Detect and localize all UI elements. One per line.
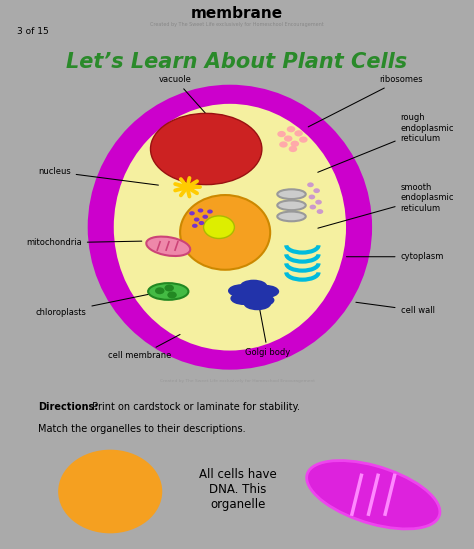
Text: chloroplasts: chloroplasts <box>36 294 151 317</box>
Circle shape <box>310 205 316 210</box>
Circle shape <box>164 284 174 292</box>
Circle shape <box>294 130 303 137</box>
Circle shape <box>198 209 203 212</box>
Text: cell wall: cell wall <box>356 302 435 315</box>
Ellipse shape <box>114 104 346 351</box>
Circle shape <box>155 287 164 294</box>
Circle shape <box>167 292 177 299</box>
Text: Created by The Sweet Life exclusively for Homeschool Encouragement: Created by The Sweet Life exclusively fo… <box>159 379 315 383</box>
Text: smooth
endoplasmic
reticulum: smooth endoplasmic reticulum <box>318 183 454 228</box>
Text: nucleus: nucleus <box>38 167 158 185</box>
Ellipse shape <box>247 294 274 307</box>
Circle shape <box>199 221 204 225</box>
Ellipse shape <box>151 114 262 184</box>
Text: mitochondria: mitochondria <box>26 238 142 248</box>
Circle shape <box>189 211 195 215</box>
Text: Match the organelles to their descriptions.: Match the organelles to their descriptio… <box>38 424 246 434</box>
Ellipse shape <box>277 211 306 221</box>
Ellipse shape <box>277 189 306 199</box>
Circle shape <box>309 194 315 199</box>
Text: Print on cardstock or laminate for stability.: Print on cardstock or laminate for stabi… <box>89 402 300 412</box>
Ellipse shape <box>240 279 267 293</box>
Circle shape <box>194 217 200 222</box>
Circle shape <box>307 182 314 187</box>
Text: cell membrane: cell membrane <box>108 334 180 360</box>
Ellipse shape <box>277 200 306 210</box>
Ellipse shape <box>203 216 234 238</box>
Circle shape <box>299 137 308 143</box>
Ellipse shape <box>244 297 271 310</box>
Circle shape <box>289 146 297 152</box>
Text: Created by The Sweet Life exclusively for Homeschool Encouragement: Created by The Sweet Life exclusively fo… <box>150 22 324 27</box>
Text: ribosomes: ribosomes <box>308 75 423 127</box>
Ellipse shape <box>252 285 279 298</box>
Circle shape <box>207 210 213 214</box>
Text: membrane: membrane <box>191 6 283 21</box>
Text: cytoplasm: cytoplasm <box>346 252 444 261</box>
Ellipse shape <box>146 237 190 256</box>
Circle shape <box>313 188 320 193</box>
Circle shape <box>277 131 286 137</box>
Text: Golgi body: Golgi body <box>245 305 291 357</box>
Circle shape <box>291 141 299 147</box>
Circle shape <box>192 223 198 228</box>
Text: All cells have
DNA. This
organelle: All cells have DNA. This organelle <box>199 468 277 511</box>
Text: 3 of 15: 3 of 15 <box>17 27 48 36</box>
Text: rough
endoplasmic
reticulum: rough endoplasmic reticulum <box>318 113 454 172</box>
Circle shape <box>279 141 288 148</box>
Text: Directions:: Directions: <box>38 402 98 412</box>
Ellipse shape <box>230 292 258 305</box>
Ellipse shape <box>58 450 162 533</box>
Ellipse shape <box>228 284 255 298</box>
Text: vacuole: vacuole <box>159 75 214 122</box>
Circle shape <box>317 209 323 214</box>
Circle shape <box>315 200 322 205</box>
Circle shape <box>202 215 208 219</box>
Text: Let’s Learn About Plant Cells: Let’s Learn About Plant Cells <box>66 52 408 72</box>
Ellipse shape <box>88 85 372 369</box>
Circle shape <box>284 136 292 142</box>
Circle shape <box>287 126 295 132</box>
Ellipse shape <box>180 195 270 270</box>
Ellipse shape <box>307 461 440 529</box>
Ellipse shape <box>148 283 188 300</box>
